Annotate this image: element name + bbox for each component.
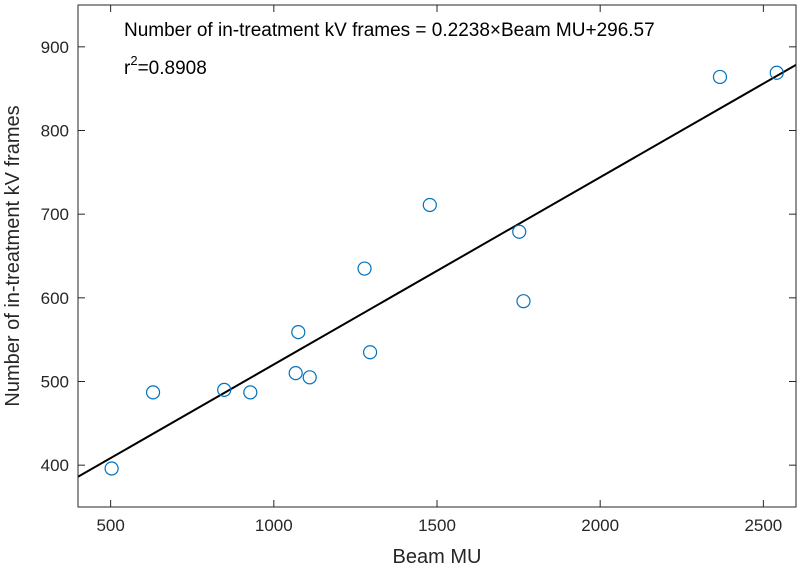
data-points-layer <box>104 65 784 476</box>
y-tick-label-400: 400 <box>41 456 69 475</box>
equation-annotation: Number of in-treatment kV frames = 0.223… <box>124 20 655 41</box>
y-axis-label: Number of in-treatment kV frames <box>2 105 24 406</box>
y-tick-label-900: 900 <box>41 38 69 57</box>
data-point-12 <box>516 294 531 309</box>
data-point-3 <box>217 382 232 397</box>
data-point-5 <box>288 366 303 381</box>
x-tick-label-2500: 2500 <box>744 516 782 535</box>
x-tick-label-1000: 1000 <box>255 516 293 535</box>
regression-line <box>77 63 797 478</box>
x-tick-label-2000: 2000 <box>581 516 619 535</box>
x-axis-ticks: 500 1000 1500 2000 2500 <box>96 5 782 535</box>
data-point-7 <box>302 370 317 385</box>
fit-line-layer <box>77 63 797 478</box>
data-point-4 <box>243 385 258 400</box>
plot-area <box>78 5 796 507</box>
data-point-1 <box>104 461 119 476</box>
data-point-9 <box>362 345 378 360</box>
r2-prefix: r <box>124 58 131 79</box>
y-axis-ticks: 400 500 600 700 800 900 <box>41 38 796 475</box>
r2-superscript: 2 <box>130 53 137 68</box>
data-point-11 <box>512 224 527 239</box>
y-tick-label-700: 700 <box>41 205 69 224</box>
r2-annotation: r2=0.8908 <box>124 53 207 79</box>
data-point-13 <box>712 69 728 85</box>
y-tick-label-600: 600 <box>41 289 69 308</box>
data-point-8 <box>357 261 372 276</box>
y-tick-label-500: 500 <box>41 373 69 392</box>
y-tick-label-800: 800 <box>41 122 69 141</box>
x-tick-label-1500: 1500 <box>418 516 456 535</box>
r2-value: =0.8908 <box>138 58 207 79</box>
data-point-6 <box>291 325 306 340</box>
data-point-14 <box>769 65 784 80</box>
x-tick-label-500: 500 <box>96 516 124 535</box>
x-axis-label: Beam MU <box>393 546 482 568</box>
data-point-2 <box>145 385 161 400</box>
data-point-10 <box>422 197 437 213</box>
